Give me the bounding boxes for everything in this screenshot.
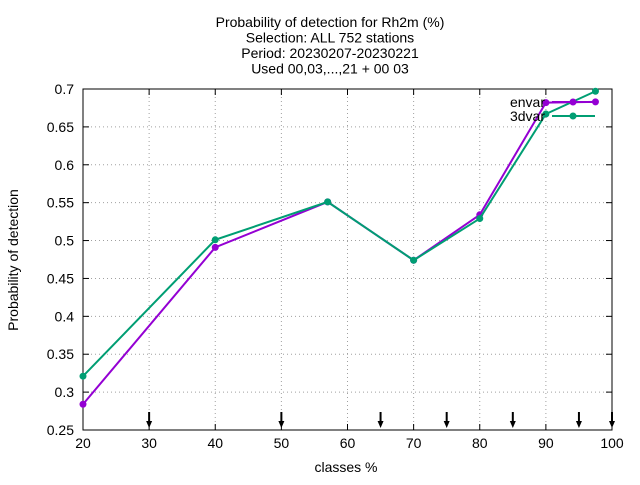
y-axis-label: Probability of detection — [5, 189, 21, 331]
title-line: Period: 20230207-20230221 — [241, 45, 419, 61]
x-tick-label: 80 — [472, 435, 488, 451]
series-line — [82, 90, 596, 377]
data-point — [591, 87, 599, 95]
x-tick-label: 40 — [207, 435, 223, 451]
arrow-marker — [609, 412, 615, 428]
x-tick-label: 30 — [141, 435, 157, 451]
title-line: Used 00,03,...,21 + 00 03 — [251, 61, 409, 77]
x-tick-label: 90 — [538, 435, 554, 451]
arrow-head — [443, 421, 450, 428]
y-tick-label: 0.5 — [55, 233, 75, 249]
data-point — [211, 236, 219, 244]
data-point — [324, 198, 332, 206]
x-tick-label: 20 — [75, 435, 91, 451]
data-point — [79, 400, 87, 408]
y-tick-label: 0.55 — [47, 195, 74, 211]
y-tick-label: 0.45 — [47, 270, 74, 286]
x-axis-label: classes % — [314, 459, 377, 475]
legend-label: 3dvar — [510, 108, 545, 124]
data-point — [542, 99, 550, 107]
legend-marker — [569, 112, 577, 120]
y-tick-labels: 0.25 0.3 0.35 0.4 0.45 0.5 0.55 0.6 0.65 0.7 — [47, 81, 74, 438]
series-envar — [79, 98, 599, 408]
arrow-marker — [377, 412, 384, 428]
x-tick-label: 70 — [406, 435, 422, 451]
arrow-marker — [509, 412, 516, 428]
arrow-head — [377, 421, 384, 428]
x-tick-label: 50 — [274, 435, 290, 451]
data-point — [410, 256, 418, 264]
arrow-head — [146, 421, 153, 428]
title-line: Probability of detection for Rh2m (%) — [216, 14, 445, 30]
x-tick-label: 100 — [600, 435, 624, 451]
data-point — [542, 110, 550, 118]
arrow-head — [609, 421, 615, 428]
plot-border — [82, 88, 613, 431]
y-tick-label: 0.4 — [55, 308, 75, 324]
data-point — [591, 98, 599, 106]
legend-label: envar — [510, 94, 545, 110]
y-tick-label: 0.6 — [55, 157, 75, 173]
title-line: Selection: ALL 752 stations — [246, 30, 414, 46]
arrow-head — [575, 421, 582, 428]
y-tick-label: 0.3 — [55, 384, 75, 400]
y-tick-label: 0.65 — [47, 119, 74, 135]
axes — [82, 88, 613, 431]
grid — [83, 89, 612, 430]
data-point — [211, 243, 219, 251]
series-line — [82, 100, 596, 405]
data-point — [476, 215, 484, 223]
y-tick-label: 0.35 — [47, 346, 74, 362]
legend-marker — [569, 98, 577, 106]
series-3dvar — [79, 87, 599, 380]
y-tick-label: 0.25 — [47, 422, 74, 438]
chart-title: Probability of detection for Rh2m (%)Sel… — [216, 14, 445, 77]
arrow-head — [278, 421, 285, 428]
arrow-marker — [575, 412, 582, 428]
arrow-marker — [146, 412, 153, 428]
arrow-head — [509, 421, 516, 428]
arrow-marker — [443, 412, 450, 428]
x-tick-labels: 20 30 40 50 60 70 80 90 100 — [75, 435, 624, 451]
y-tick-label: 0.7 — [55, 81, 75, 97]
arrow-markers — [146, 412, 615, 428]
arrow-marker — [278, 412, 285, 428]
series-lines — [79, 87, 599, 408]
x-tick-label: 60 — [340, 435, 356, 451]
data-point — [79, 372, 87, 380]
